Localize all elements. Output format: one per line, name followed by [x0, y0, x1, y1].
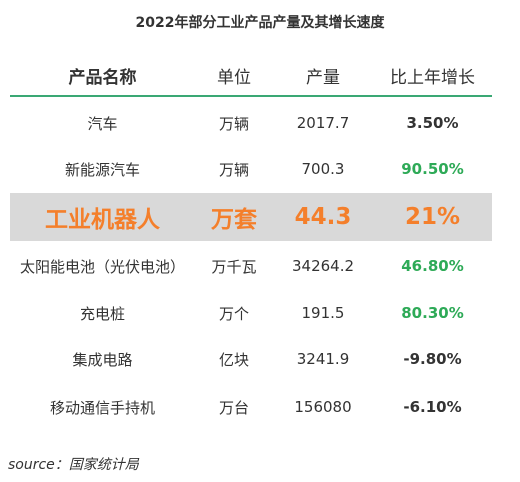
table-row: 充电桩 万个 191.5 80.30%	[10, 290, 492, 336]
source-note: source：国家统计局	[8, 457, 139, 473]
product-name: 充电桩	[79, 304, 125, 323]
table-title: 2022年部分工业产品产量及其增长速度	[135, 15, 385, 31]
header-growth: 比上年增长	[390, 67, 475, 88]
product-unit: 万套	[211, 207, 257, 233]
product-unit: 万辆	[218, 114, 249, 133]
product-name: 汽车	[87, 114, 118, 133]
product-output: 44.3	[294, 204, 352, 230]
product-output: 191.5	[301, 304, 345, 322]
product-unit: 万台	[218, 398, 249, 417]
product-growth: -6.10%	[403, 398, 462, 416]
product-growth: 3.50%	[406, 114, 459, 132]
product-growth: -9.80%	[403, 350, 462, 368]
table-row: 集成电路 亿块 3241.9 -9.80%	[10, 336, 492, 382]
table-header: 产品名称 单位 产量 比上年增长	[10, 55, 492, 97]
table-row: 移动通信手持机 万台 156080 -6.10%	[10, 384, 492, 430]
header-output: 产量	[306, 67, 340, 88]
product-output: 34264.2	[291, 257, 355, 275]
table-row: 新能源汽车 万辆 700.3 90.50%	[10, 146, 492, 192]
product-unit: 万千瓦	[211, 257, 257, 276]
product-name: 工业机器人	[45, 207, 160, 233]
product-unit: 万个	[218, 304, 249, 323]
product-growth: 80.30%	[401, 304, 464, 322]
product-name: 太阳能电池（光伏电池）	[19, 257, 185, 276]
product-output: 3241.9	[296, 350, 350, 368]
product-name: 新能源汽车	[64, 160, 140, 179]
product-name: 移动通信手持机	[49, 398, 155, 417]
product-growth: 90.50%	[401, 160, 464, 178]
product-output: 156080	[294, 398, 352, 416]
product-output: 700.3	[301, 160, 345, 178]
product-growth: 21%	[404, 204, 461, 230]
product-growth: 46.80%	[401, 257, 464, 275]
table-row: 汽车 万辆 2017.7 3.50%	[10, 100, 492, 146]
header-product-name: 产品名称	[68, 67, 137, 88]
table-row-highlighted: 工业机器人 万套 44.3 21%	[10, 193, 492, 241]
product-output: 2017.7	[296, 114, 350, 132]
header-unit: 单位	[217, 67, 251, 88]
table-row: 太阳能电池（光伏电池） 万千瓦 34264.2 46.80%	[10, 243, 492, 289]
product-name: 集成电路	[72, 350, 133, 369]
product-unit: 亿块	[218, 350, 249, 369]
product-unit: 万辆	[218, 160, 249, 179]
